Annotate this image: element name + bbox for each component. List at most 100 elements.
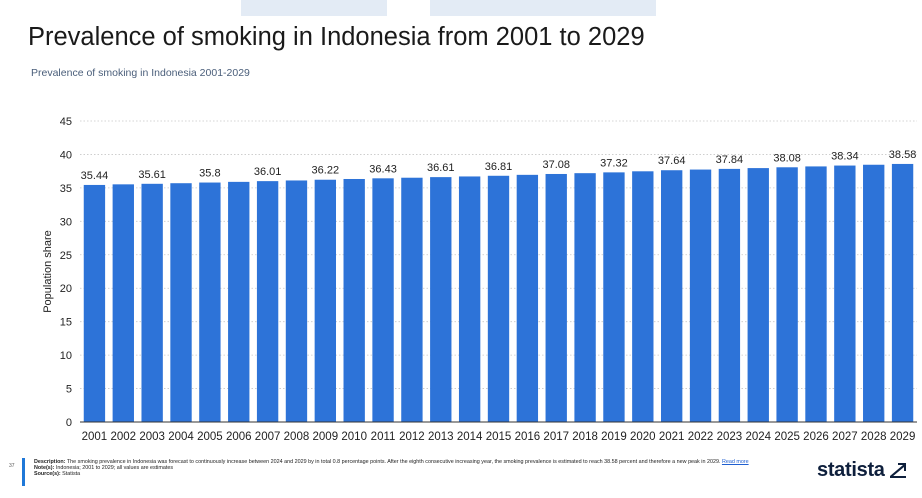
x-tick-label: 2022 (688, 431, 714, 443)
bar (112, 184, 134, 422)
bar (487, 175, 510, 422)
y-axis-title: Population share (42, 230, 54, 313)
y-axis-ticks: 0 5 10 15 20 25 30 35 40 45 (60, 116, 72, 429)
page-number: 37 (9, 463, 15, 469)
x-tick-label: 2012 (399, 431, 425, 443)
x-tick-label: 2021 (659, 431, 685, 443)
data-label: 38.58 (889, 149, 917, 161)
bar (660, 170, 683, 422)
x-tick-label: 2015 (486, 431, 512, 443)
data-label: 35.61 (138, 169, 166, 181)
bar (545, 173, 567, 422)
description-text: The smoking prevalence in Indonesia was … (66, 459, 721, 465)
bar (574, 173, 596, 422)
data-label: 36.01 (254, 166, 282, 178)
bar (776, 167, 798, 422)
x-tick-label: 2016 (515, 431, 541, 443)
data-label: 38.34 (831, 151, 859, 163)
bar (891, 163, 914, 422)
x-tick-label: 2017 (543, 431, 569, 443)
y-tick-label: 30 (60, 216, 72, 228)
bar (372, 178, 394, 422)
bar (228, 181, 250, 422)
description-label: Description: (34, 459, 66, 465)
x-tick-label: 2008 (284, 431, 310, 443)
source-text: Statista (62, 471, 81, 477)
y-tick-label: 10 (60, 350, 72, 362)
bar (83, 184, 106, 422)
x-tick-label: 2020 (630, 431, 656, 443)
description-line: Description: The smoking prevalence in I… (34, 459, 794, 465)
bar (603, 172, 625, 422)
y-tick-label: 15 (60, 317, 72, 329)
x-tick-label: 2006 (226, 431, 252, 443)
notes-text: Indonesia; 2001 to 2029; all values are … (55, 465, 174, 471)
x-tick-label: 2028 (861, 431, 887, 443)
bars (83, 163, 914, 422)
x-tick-label: 2003 (139, 431, 165, 443)
y-tick-label: 20 (60, 283, 72, 295)
bar (689, 169, 712, 422)
x-tick-label: 2013 (428, 431, 454, 443)
x-tick-label: 2010 (341, 431, 367, 443)
source-line: Source(s): Statista (34, 471, 794, 477)
chart-subtitle: Prevalence of smoking in Indonesia 2001-… (31, 67, 250, 79)
page-title: Prevalence of smoking in Indonesia from … (28, 23, 645, 51)
x-tick-label: 2024 (745, 431, 771, 443)
x-tick-label: 2004 (168, 431, 194, 443)
data-label: 37.08 (542, 159, 570, 171)
data-label: 35.44 (81, 170, 109, 182)
x-tick-label: 2009 (313, 431, 339, 443)
y-tick-label: 35 (60, 183, 72, 195)
x-tick-label: 2029 (890, 431, 916, 443)
x-tick-label: 2023 (717, 431, 743, 443)
y-tick-label: 25 (60, 250, 72, 262)
logo-text: statista (817, 458, 885, 481)
bar (401, 177, 423, 422)
notes-label: Note(s): (34, 465, 55, 471)
data-label: 36.61 (427, 162, 455, 174)
read-more-link[interactable]: Read more (721, 459, 749, 465)
bar (834, 165, 856, 422)
y-tick-label: 0 (66, 417, 72, 429)
y-tick-label: 45 (60, 116, 72, 128)
bar (343, 178, 365, 422)
source-label: Source(s): (34, 471, 61, 477)
bar (285, 180, 308, 422)
bar (632, 171, 654, 422)
bar (805, 166, 827, 422)
x-tick-label: 2001 (82, 431, 108, 443)
data-label: 37.32 (600, 157, 628, 169)
x-tick-label: 2025 (774, 431, 800, 443)
x-tick-label: 2005 (197, 431, 223, 443)
bar (170, 183, 192, 422)
x-axis-ticks: 2001 2002 2003 2004 2005 2006 2007 2008 2009 2010… (82, 431, 916, 443)
x-tick-label: 2026 (803, 431, 829, 443)
bar (430, 177, 452, 422)
bar (516, 174, 539, 422)
data-label: 36.22 (312, 165, 340, 177)
bar (199, 182, 221, 422)
header-tab-decoration (430, 0, 656, 16)
y-tick-label: 40 (60, 149, 72, 161)
data-label: 37.84 (716, 154, 744, 166)
bar (141, 183, 163, 422)
data-label: 36.81 (485, 161, 513, 173)
notes-line: Note(s): Indonesia; 2001 to 2029; all va… (34, 465, 794, 471)
x-tick-label: 2018 (572, 431, 598, 443)
bar (747, 168, 769, 422)
bar (863, 164, 885, 422)
statista-logo: statista (817, 459, 907, 481)
bar (718, 168, 741, 422)
data-label: 37.64 (658, 155, 686, 167)
x-tick-label: 2019 (601, 431, 627, 443)
footer-accent-bar (22, 458, 25, 486)
header-tab-decoration (241, 0, 387, 16)
footer-notes: Description: The smoking prevalence in I… (34, 459, 794, 477)
x-tick-label: 2014 (457, 431, 483, 443)
data-label: 35.8 (199, 168, 220, 180)
data-label: 38.08 (773, 152, 801, 164)
bar (458, 176, 481, 422)
data-labels: 35.44 35.61 35.8 36.01 36.22 36.43 36.61 36.81 3… (81, 149, 917, 182)
